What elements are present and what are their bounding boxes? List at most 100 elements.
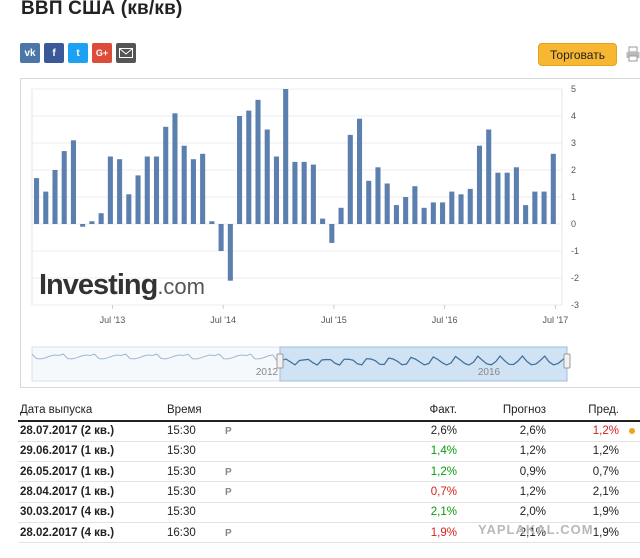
release-time-text: 15:30 (167, 486, 196, 499)
twitter-icon[interactable]: t (68, 43, 88, 63)
chart-bar (107, 156, 113, 224)
share-bar: vk f t G+ (20, 43, 136, 63)
chart-bar (172, 113, 178, 224)
release-time-text: 15:30 (167, 425, 196, 438)
actual-value: 1,2% (375, 461, 459, 483)
forecast-value: 2,0% (459, 502, 548, 523)
col-prelim-header (225, 400, 375, 422)
col-forecast-header[interactable]: Прогноз (459, 400, 548, 422)
prelim-cell: P (225, 461, 375, 483)
chart-bar (43, 191, 49, 224)
navigator-line-selected (280, 355, 567, 366)
y-tick-label: 5 (571, 84, 576, 94)
chart-bar (513, 167, 519, 224)
y-tick-label: 3 (571, 138, 576, 148)
vk-icon[interactable]: vk (20, 43, 40, 63)
facebook-icon[interactable]: f (44, 43, 64, 63)
navigator-year-label: 2012 (256, 367, 279, 378)
prelim-cell: P (225, 481, 375, 503)
chart-bar (486, 129, 492, 224)
chart-bar (532, 191, 538, 224)
release-time: 15:30 (165, 441, 225, 463)
chart-bar (237, 116, 243, 224)
chart-bar (273, 156, 280, 224)
previous-value: 1,9% (548, 502, 621, 523)
chart-bar (292, 161, 298, 224)
preliminary-icon: P (225, 487, 232, 499)
gdp-chart: 5 4 3 2 1 0 -1 -2 -3 Jul '13 Jul '14 Jul '15 Jul '16… (31, 84, 579, 382)
chart-bar (80, 224, 86, 227)
chart-bar (70, 140, 76, 224)
y-tick-label: -1 (571, 246, 579, 256)
table-row: 28.02.2017 (4 кв.) 16:30 P 1,9% 2,1% 1,9% (18, 522, 640, 544)
trade-button[interactable]: Торговать (538, 43, 617, 66)
forecast-value: 1,2% (459, 441, 548, 463)
release-date: 26.05.2017 (1 кв.) (18, 461, 165, 483)
preliminary-icon: P (225, 426, 232, 438)
chart-bar (347, 134, 353, 224)
actual-value: 0,7% (375, 481, 459, 503)
chart-bar (61, 151, 67, 224)
chart-bar (218, 224, 224, 251)
table-row: 29.06.2017 (1 кв.) 15:30 1,4% 1,2% 1,2% (18, 441, 640, 463)
chart-bar (135, 175, 141, 224)
forecast-value: 1,2% (459, 481, 548, 503)
x-tick-label: Jul '16 (432, 315, 458, 325)
chart-bar (153, 156, 160, 224)
release-date: 28.07.2017 (2 кв.) (18, 421, 165, 442)
print-icon[interactable] (626, 46, 640, 62)
col-time-header[interactable]: Время (165, 400, 225, 422)
chart-bar (320, 218, 326, 224)
col-date-header[interactable]: Дата выпуска (18, 400, 165, 422)
table-row: 28.04.2017 (1 кв.) 15:30 P 0,7% 1,2% 2,1% (18, 481, 640, 503)
y-tick-label: 0 (571, 219, 576, 229)
release-time: 15:30 (165, 461, 225, 483)
prelim-cell: P (225, 522, 375, 544)
actual-value: 1,4% (375, 441, 459, 463)
chart-bar (181, 145, 187, 224)
chart-bar (338, 207, 344, 224)
release-time: 15:30 (165, 481, 225, 503)
chart-bar (89, 221, 95, 224)
chart-bar (246, 110, 252, 224)
email-icon[interactable] (116, 43, 136, 63)
preliminary-icon: P (225, 527, 232, 539)
actual-value: 2,1% (375, 502, 459, 523)
chart-bar (356, 118, 363, 224)
col-dot-header (621, 400, 640, 422)
latest-marker-cell (621, 421, 640, 442)
navigator-year-label: 2016 (478, 367, 501, 378)
y-tick-label: 2 (571, 165, 576, 175)
latest-marker-cell (621, 522, 640, 544)
chart-bar (310, 164, 316, 224)
chart-bar (384, 183, 390, 224)
latest-marker-cell (621, 461, 640, 483)
release-time: 16:30 (165, 522, 225, 544)
y-tick-label: 4 (571, 111, 576, 121)
chart-bar (227, 224, 233, 281)
chart-bar (440, 202, 446, 224)
chart-bar (403, 197, 409, 224)
chart-bar (34, 178, 40, 224)
col-actual-header[interactable]: Факт. (375, 400, 459, 422)
chart-bar (209, 221, 215, 224)
preliminary-icon: P (225, 466, 232, 478)
google-plus-icon[interactable]: G+ (92, 43, 112, 63)
page-title: ВВП США (кв/кв) (21, 0, 183, 19)
chart-bar (283, 89, 289, 224)
table-header-row: Дата выпуска Время Факт. Прогноз Пред. (18, 400, 640, 422)
chart-bar (255, 99, 261, 224)
previous-value: 2,1% (548, 481, 621, 503)
chart-bar (163, 126, 169, 224)
chart-bar (550, 153, 556, 224)
table-row: 26.05.2017 (1 кв.) 15:30 P 1,2% 0,9% 0,7% (18, 461, 640, 483)
y-tick-label: -3 (571, 300, 579, 310)
release-time-text: 15:30 (167, 465, 196, 478)
forecast-value: 2,6% (459, 421, 548, 442)
x-tick-label: Jul '13 (100, 315, 126, 325)
latest-marker-cell (621, 441, 640, 463)
chart-bar (467, 188, 473, 224)
chart-bar (98, 213, 104, 224)
watermark: YAPLAKAL.COM (478, 522, 594, 537)
col-previous-header[interactable]: Пред. (548, 400, 621, 422)
